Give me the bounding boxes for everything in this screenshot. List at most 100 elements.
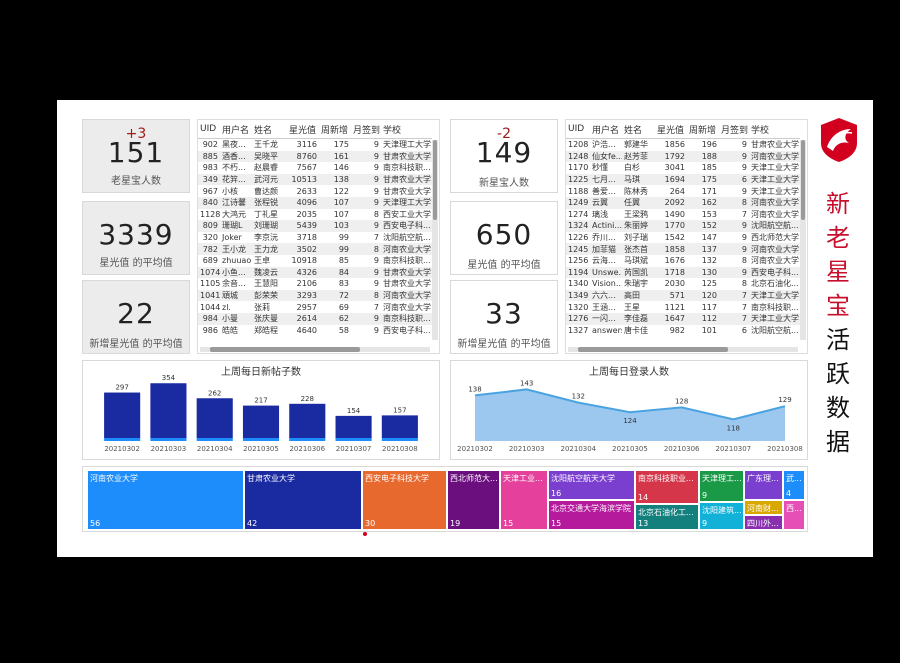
treemap-label: 广东理... — [747, 474, 779, 483]
table-row[interactable]: 689 zhuuao 王卓 10918 85 9 南京科技职... — [198, 255, 432, 267]
column-header[interactable]: 用户名 — [220, 120, 252, 139]
table-row[interactable]: 1208 沪浩... 郭建华 1856 196 9 甘肃农业大学 — [566, 139, 800, 151]
column-header[interactable]: 学校 — [381, 120, 432, 139]
table-cell: 3718 — [296, 233, 317, 243]
table-row[interactable]: 1349 六六... 高田 571 120 7 天津工业大学 — [566, 289, 800, 302]
table-row[interactable]: 984 小曼 张庆曼 2614 62 9 南京科技职... — [198, 312, 432, 325]
page-title-char: 跃 — [826, 360, 850, 388]
table-row[interactable]: 320 Joker 李京沅 3718 99 7 沈阳航空航... — [198, 232, 432, 244]
table-cell: 125 — [701, 279, 717, 289]
column-header[interactable]: 姓名 — [252, 120, 287, 139]
treemap-label: 河南农业大学 — [90, 474, 138, 483]
table-row[interactable]: 967 小核 曹达颜 2633 122 9 甘肃农业大学 — [198, 185, 432, 197]
table-row[interactable]: 1225 七月... 马琪 1694 175 6 天津工业大学 — [566, 173, 800, 186]
table-cell: 571 — [655, 289, 687, 302]
bar-base — [335, 438, 372, 441]
treemap-cell[interactable]: 西... — [783, 500, 805, 530]
table-cell: 王力龙 — [252, 243, 287, 255]
table-row[interactable]: 349 花笄... 武河元 10513 138 9 甘肃农业大学 — [198, 173, 432, 186]
column-header[interactable]: 用户名 — [590, 120, 622, 139]
table-row[interactable]: 902 黑夜... 王千龙 3116 175 9 天津理工大学 — [198, 139, 432, 151]
table-row[interactable]: 1248 仙女fe... 赵芳菲 1792 188 9 河南农业大学 — [566, 150, 800, 163]
column-header[interactable]: 姓名 — [622, 120, 655, 139]
table-row[interactable]: 782 王小龙 王力龙 3502 99 8 河南农业大学 — [198, 243, 432, 255]
table-cell: 张杰首 — [622, 243, 655, 255]
treemap-cell[interactable]: 沈阳航空航天大学 16 — [548, 470, 635, 500]
treemap-cell[interactable]: 西北师范大... 19 — [447, 470, 500, 530]
treemap-cell[interactable]: 广东理... — [744, 470, 783, 500]
table-cell: 西安电子科... — [381, 220, 432, 232]
table-row[interactable]: 1041 頑城 彭荣荣 3293 72 8 河南农业大学 — [198, 289, 432, 302]
table-row[interactable]: 1320 王涵... 王星 1121 117 7 南京科技职... — [566, 301, 800, 313]
table-cell: 李京沅 — [254, 233, 278, 243]
column-header[interactable]: 月签到 — [719, 120, 749, 139]
new-members-table[interactable]: UID 用户名 姓名 星光值 周新增 月签到 学校 1208 沪浩... 郭建华 1856 196 9… — [565, 119, 808, 354]
table-row[interactable]: 1226 乔川... 刘子瑞 1542 147 9 西北师范大学 — [566, 232, 800, 244]
table-row[interactable]: 809 珊瑚L 刘珊瑚 5439 103 9 西安电子科... — [198, 220, 432, 232]
table-cell: 83 — [338, 279, 349, 289]
table-row[interactable]: 1128 大鸿元 丁礼星 2035 107 8 西安工业大学 — [198, 209, 432, 221]
table-cell: 王慧阳 — [254, 279, 278, 289]
column-header[interactable]: 星光值 — [287, 120, 319, 139]
column-header[interactable]: 月签到 — [351, 120, 381, 139]
page-indicator-dot[interactable] — [363, 532, 367, 536]
bar-base — [381, 438, 418, 441]
table-cell: 甘肃农业大学 — [751, 140, 799, 150]
treemap-label: 甘肃农业大学 — [247, 474, 295, 483]
treemap-cell[interactable]: 北京石油化工... 13 — [635, 504, 699, 530]
treemap-cell[interactable]: 甘肃农业大学 42 — [244, 470, 362, 530]
table-row[interactable]: 1327 answers 唐卡佳 982 101 6 沈阳航空航... — [566, 325, 800, 337]
treemap-cell[interactable]: 北京交通大学海滨学院 15 — [548, 500, 635, 530]
table-row[interactable]: 1249 云翼 任翼 2092 162 8 河南农业大学 — [566, 196, 800, 209]
column-header[interactable]: 周新增 — [319, 120, 351, 139]
column-header[interactable]: 学校 — [749, 120, 800, 139]
treemap-cell[interactable]: 南京科技职业... 14 — [635, 470, 699, 504]
table-cell: zl. — [222, 302, 231, 312]
table-cell: 曹达颜 — [254, 186, 278, 196]
table-row[interactable]: 983 不朽... 赵晨睿 7567 146 9 南京科技职... — [198, 162, 432, 174]
table-cell: 善爱... — [592, 186, 616, 196]
column-header[interactable]: 周新增 — [687, 120, 719, 139]
table-cell: 王涵... — [592, 302, 616, 312]
treemap-cell[interactable]: 西安电子科技大学 30 — [362, 470, 447, 530]
table-row[interactable]: 1324 Actini... 朱丽婷 1770 152 9 沈阳航空航... — [566, 220, 800, 232]
treemap-cell[interactable]: 天津理工... 9 — [699, 470, 744, 502]
table-cell: 北京石油化... — [751, 279, 799, 289]
treemap-cell[interactable]: 四川外... — [744, 515, 783, 530]
table-cell: 河南农业大学 — [749, 150, 800, 163]
table-h-scrollbar[interactable] — [568, 347, 798, 352]
table-row[interactable]: 1274 璃浅 王梁鸦 1490 153 7 河南农业大学 — [566, 209, 800, 221]
page-title-char: 老 — [826, 224, 850, 252]
treemap-label: 天津理工... — [702, 474, 742, 483]
column-header[interactable]: UID — [198, 120, 220, 139]
table-scrollbar[interactable] — [800, 140, 806, 340]
table-row[interactable]: 986 皓皓 郑皓程 4640 58 9 西安电子科... — [198, 325, 432, 337]
treemap-cell[interactable]: 沈阳建筑... 9 — [699, 502, 744, 530]
table-row[interactable]: 1256 云海... 马琪斌 1676 132 8 河南农业大学 — [566, 255, 800, 267]
table-row[interactable]: 1340 Vision... 朱瑞宇 2030 125 8 北京石油化... — [566, 278, 800, 290]
table-cell: Vision... — [592, 279, 622, 289]
treemap-cell[interactable]: 天津工业... 15 — [500, 470, 548, 530]
table-row[interactable]: 840 江诗馨 张程锐 4096 107 9 天津理工大学 — [198, 196, 432, 209]
old-members-table[interactable]: UID 用户名 姓名 星光值 周新增 月签到 学校 902 黑夜... 王千龙 3116 175 9 天… — [197, 119, 440, 354]
treemap-cell[interactable]: 武... 4 — [783, 470, 805, 500]
table-row[interactable]: 1170 秒懂 白杉 3041 185 9 天津工业大学 — [566, 162, 800, 174]
table-scrollbar[interactable] — [432, 140, 438, 340]
table-row[interactable]: 1245 加菲猫 张杰首 1858 137 9 河南农业大学 — [566, 243, 800, 255]
table-row[interactable]: 1276 一闪... 李佳磊 1647 112 7 天津工业大学 — [566, 312, 800, 325]
table-row[interactable]: 1105 余音... 王慧阳 2106 83 9 甘肃农业大学 — [198, 278, 432, 290]
table-row[interactable]: 1194Unswe...芮国凯17181309西安电子科... — [566, 266, 800, 279]
column-header[interactable]: 星光值 — [655, 120, 687, 139]
column-header[interactable]: UID — [566, 120, 590, 139]
table-cell: 2030 — [664, 279, 685, 289]
treemap-cell[interactable]: 河南财... — [744, 500, 783, 515]
treemap-cell[interactable]: 河南农业大学 56 — [87, 470, 244, 530]
table-row[interactable]: 1074 小鱼... 魏凌云 4326 84 9 甘肃农业大学 — [198, 266, 432, 279]
table-cell: 王星 — [624, 302, 640, 312]
bar-chart-plot: 297 20210302 354 20210303 262 20210304 217 2021… — [104, 374, 418, 453]
table-cell: 9 — [741, 233, 747, 243]
table-row[interactable]: 885 酒香... 吴晓平 8760 161 9 甘肃农业大学 — [198, 150, 432, 163]
table-h-scrollbar[interactable] — [200, 347, 430, 352]
table-row[interactable]: 1044 zl. 张莉 2957 69 7 河南农业大学 — [198, 301, 432, 313]
table-row[interactable]: 1188 善爱... 陈林秀 264 171 9 天津工业大学 — [566, 185, 800, 197]
